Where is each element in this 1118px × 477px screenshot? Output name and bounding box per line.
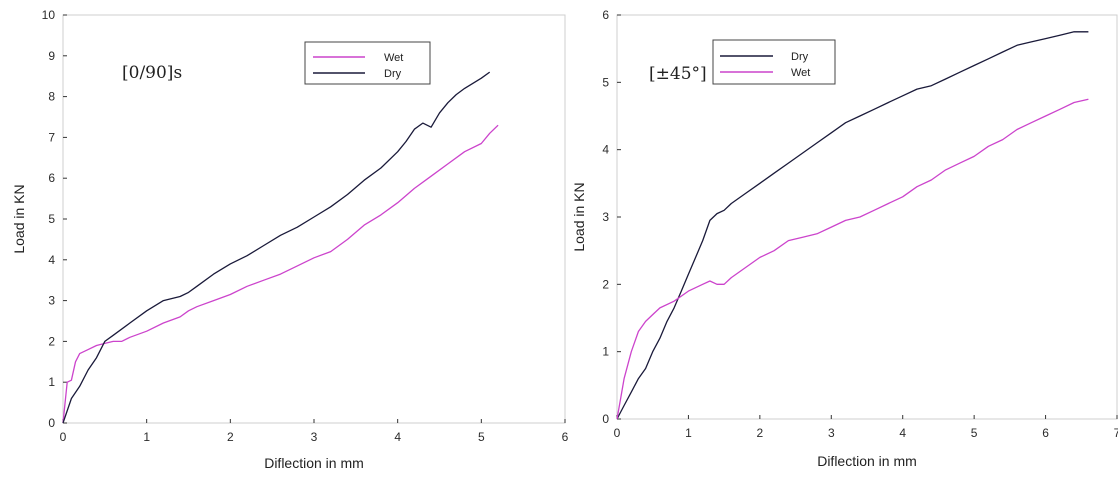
y-tick-label: 6 xyxy=(602,8,609,22)
series-group xyxy=(616,31,1089,420)
chart-panel-0-2-ply: 0 1 2 3 4 5 6 0 1 2 3 4 5 6 7 8 9 10 [0/90]s Wet Dry Difl… xyxy=(11,8,569,471)
x-tick-label: 0 xyxy=(614,426,621,440)
y-tick-label: 1 xyxy=(602,345,609,359)
y-tick-label: 6 xyxy=(48,171,55,185)
x-axis-label: Diflection in mm xyxy=(264,455,364,471)
laminate-annotation: [±45°] xyxy=(649,64,707,84)
legend: Dry Wet xyxy=(712,39,836,85)
y-tick-label: 5 xyxy=(602,75,609,89)
legend-label-dry: Dry xyxy=(384,68,402,80)
x-tick-label: 0 xyxy=(60,430,67,444)
y-axis-label: Load in KN xyxy=(11,184,27,253)
y-tick-label: 5 xyxy=(48,212,55,226)
y-tick-label: 0 xyxy=(602,412,609,426)
legend-label-wet: Wet xyxy=(384,52,403,64)
legend-label-dry: Dry xyxy=(791,51,809,63)
x-axis-label: Diflection in mm xyxy=(817,453,917,469)
x-tick-label: 6 xyxy=(562,430,569,444)
x-tick-label: 5 xyxy=(478,430,485,444)
x-tick-label: 5 xyxy=(971,426,978,440)
y-tick-label: 4 xyxy=(48,253,55,267)
y-tick-label: 9 xyxy=(48,49,55,63)
legend-label-wet: Wet xyxy=(791,67,810,79)
x-tick-label: 4 xyxy=(899,426,906,440)
y-tick-label: 4 xyxy=(602,143,609,157)
chart-panel-45-ply: 0 1 2 3 4 5 6 7 0 1 2 3 4 5 6 [±45°] Dry Wet Diflectio… xyxy=(571,8,1118,469)
y-tick-label: 3 xyxy=(602,210,609,224)
legend-box xyxy=(304,41,431,85)
laminate-annotation: [0/90]s xyxy=(122,63,182,83)
y-tick-label: 1 xyxy=(48,375,55,389)
y-tick-label: 10 xyxy=(42,8,56,22)
x-tick-label: 4 xyxy=(394,430,401,444)
series-line-wet xyxy=(62,124,499,424)
series-line-wet xyxy=(616,98,1089,420)
y-tick-label: 8 xyxy=(48,90,55,104)
x-tick-label: 7 xyxy=(1114,426,1118,440)
y-tick-label: 7 xyxy=(48,130,55,144)
plot-frame xyxy=(616,14,1118,420)
x-tick-label: 1 xyxy=(143,430,150,444)
x-tick-label: 2 xyxy=(227,430,234,444)
legend: Wet Dry xyxy=(304,41,431,85)
y-tick-label: 2 xyxy=(602,277,609,291)
series-line-dry xyxy=(62,71,491,424)
x-tick-label: 3 xyxy=(311,430,318,444)
y-axis-label: Load in KN xyxy=(571,182,587,251)
y-tick-label: 2 xyxy=(48,334,55,348)
series-line-dry xyxy=(616,31,1089,420)
legend-box xyxy=(712,39,836,85)
y-tick-label: 3 xyxy=(48,294,55,308)
x-tick-label: 1 xyxy=(685,426,692,440)
x-tick-label: 3 xyxy=(828,426,835,440)
series-group xyxy=(62,71,499,424)
x-tick-label: 6 xyxy=(1042,426,1049,440)
axis-ticks: 0 1 2 3 4 5 6 0 1 2 3 4 5 6 7 8 9 10 xyxy=(42,8,569,444)
y-tick-label: 0 xyxy=(48,416,55,430)
x-tick-label: 2 xyxy=(757,426,764,440)
